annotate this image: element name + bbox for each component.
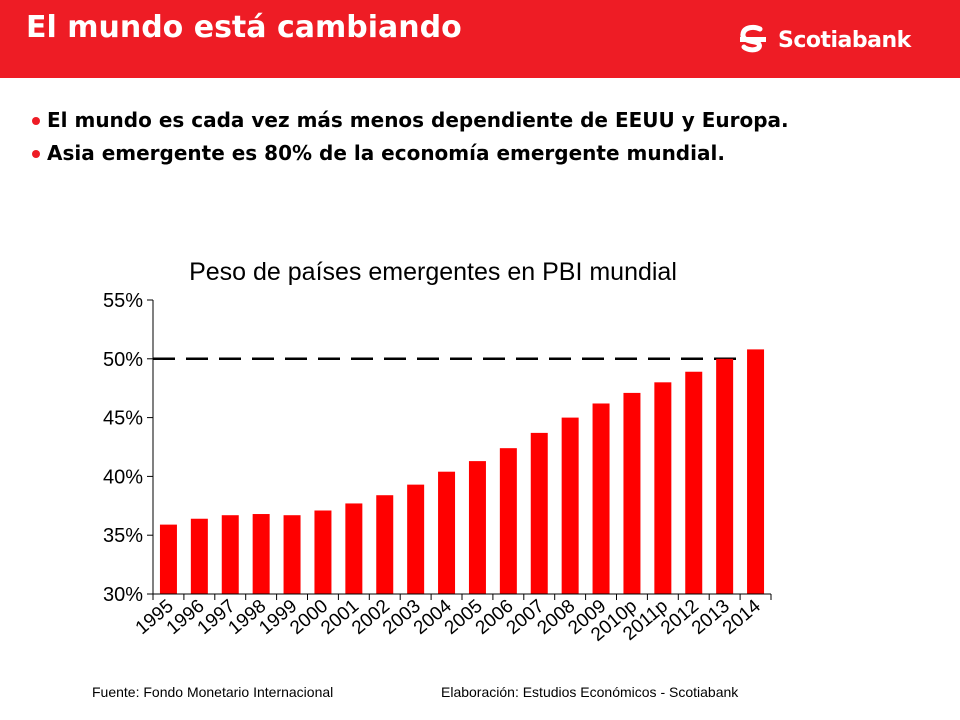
bar-2001 — [345, 503, 363, 594]
bullet-item: El mundo es cada vez más menos dependien… — [32, 104, 789, 137]
slide-title: El mundo está cambiando — [26, 10, 462, 45]
credit-note: Elaboración: Estudios Económicos - Scoti… — [441, 684, 739, 700]
title-bar: El mundo está cambiando Scotiabank — [0, 0, 960, 78]
bar-2009 — [592, 403, 610, 594]
bar-2004 — [438, 471, 456, 594]
bullet-item: Asia emergente es 80% de la economía eme… — [32, 137, 789, 170]
x-tick-label: 2014 — [719, 595, 765, 639]
source-note: Fuente: Fondo Monetario Internacional — [92, 684, 334, 700]
bar-2013 — [716, 358, 734, 594]
bullet-dot-icon — [32, 149, 40, 158]
y-tick-label: 30% — [103, 584, 143, 606]
bar-2005 — [468, 461, 486, 594]
y-tick-label: 45% — [103, 408, 143, 430]
bar-1995 — [159, 524, 177, 594]
bar-1996 — [190, 518, 208, 594]
bullet-dot-icon — [32, 116, 40, 125]
bar-1999 — [283, 515, 301, 594]
scotiabank-s-icon — [740, 24, 766, 53]
bar-2002 — [376, 495, 394, 594]
scotiabank-logo: Scotiabank — [736, 22, 911, 58]
bar-2006 — [499, 448, 517, 594]
bar-2007 — [530, 432, 548, 594]
bar-2000 — [314, 510, 332, 594]
bar-2010p — [623, 392, 641, 594]
bullet-list: El mundo es cada vez más menos dependien… — [32, 104, 789, 170]
bar-2008 — [561, 417, 579, 594]
bar-2011p — [654, 382, 672, 594]
y-tick-label: 40% — [103, 466, 143, 488]
logo-text: Scotiabank — [778, 27, 911, 53]
bullet-text: Asia emergente es 80% de la economía eme… — [47, 141, 725, 165]
bar-2003 — [407, 484, 425, 594]
bar-2014 — [747, 349, 765, 594]
bar-1998 — [252, 514, 270, 594]
y-tick-label: 35% — [103, 525, 143, 547]
y-tick-label: 55% — [103, 290, 143, 312]
bullet-text: El mundo es cada vez más menos dependien… — [47, 108, 789, 132]
chart-title: Peso de países emergentes en PBI mundial — [189, 258, 677, 286]
y-tick-label: 50% — [103, 349, 143, 371]
bar-1997 — [221, 515, 239, 594]
bar-2012 — [685, 371, 703, 594]
